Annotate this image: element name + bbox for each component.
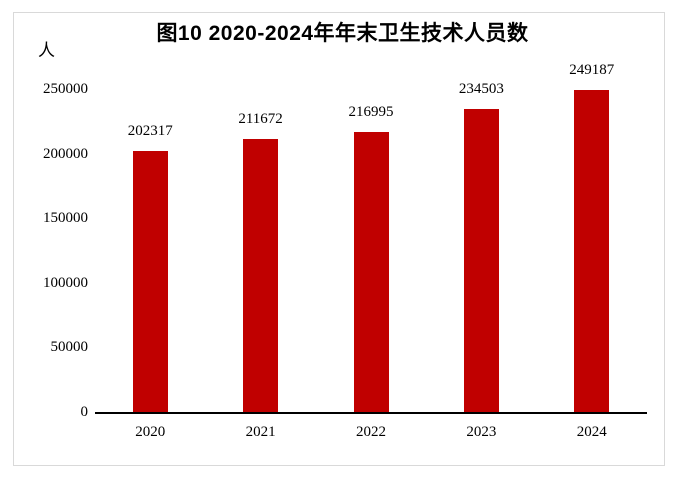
y-axis-unit-label: 人 (38, 41, 55, 60)
bar-2022 (353, 131, 389, 412)
y-tick-label-150000: 150000 (43, 210, 88, 227)
x-tick-label-2021: 2021 (245, 424, 276, 440)
x-axis-line (95, 412, 647, 414)
chart-frame-border (13, 12, 665, 466)
bar-value-label-2023: 234503 (458, 81, 504, 98)
x-tick-label-2020: 2020 (135, 424, 166, 440)
y-tick-label-100000: 100000 (43, 274, 88, 291)
y-tick-label-200000: 200000 (43, 145, 88, 162)
bar-value-label-2022: 216995 (348, 103, 394, 120)
x-tick-label-2024: 2024 (576, 424, 607, 440)
chart-title: 图10 2020-2024年年末卫生技术人员数 (156, 22, 529, 45)
y-tick-label-0: 0 (80, 404, 89, 420)
bar-2024 (574, 90, 610, 412)
bar-value-label-2021: 211672 (238, 110, 283, 127)
bar-2021 (243, 138, 279, 412)
bar-2023 (463, 109, 499, 412)
bar-value-label-2024: 249187 (569, 62, 615, 79)
x-tick-label-2022: 2022 (356, 424, 386, 440)
y-tick-label-50000: 50000 (50, 339, 89, 356)
bar-2020 (132, 150, 168, 412)
y-tick-label-250000: 250000 (43, 81, 88, 97)
x-tick-label-2023: 2023 (466, 424, 497, 440)
bar-value-label-2020: 202317 (127, 122, 173, 139)
